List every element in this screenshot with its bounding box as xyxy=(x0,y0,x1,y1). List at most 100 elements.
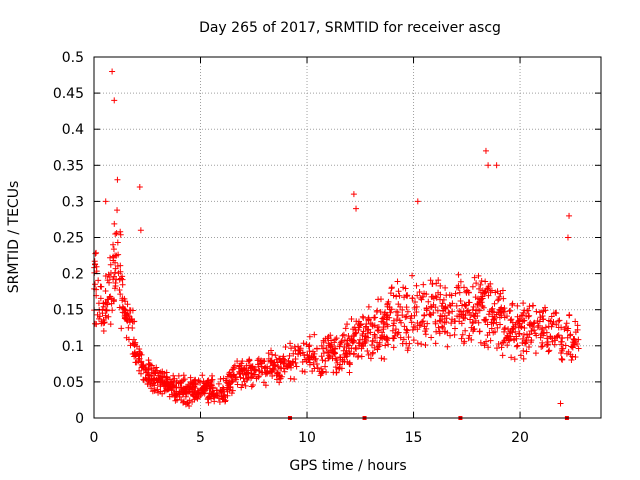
data-point xyxy=(435,324,442,331)
data-point xyxy=(218,388,225,395)
y-tick-label: 0.35 xyxy=(53,158,84,174)
data-point xyxy=(544,335,551,342)
data-point xyxy=(199,372,206,379)
data-point xyxy=(341,351,348,358)
data-point xyxy=(356,322,363,329)
data-point xyxy=(110,241,117,248)
data-point xyxy=(484,321,491,328)
data-point xyxy=(181,398,188,405)
data-point xyxy=(325,352,332,359)
data-point xyxy=(405,334,412,341)
data-point xyxy=(399,312,406,319)
data-point xyxy=(237,371,244,378)
data-point xyxy=(432,318,439,325)
data-point xyxy=(359,332,366,339)
data-point xyxy=(112,283,119,290)
data-point xyxy=(374,307,381,314)
data-point xyxy=(318,353,325,360)
data-point xyxy=(449,308,456,315)
data-point xyxy=(572,318,579,325)
data-point xyxy=(306,356,313,363)
data-point xyxy=(269,372,276,379)
data-point xyxy=(137,349,144,356)
data-point xyxy=(510,325,517,332)
data-point xyxy=(395,288,402,295)
data-point xyxy=(558,324,565,331)
data-point xyxy=(248,370,255,377)
data-point xyxy=(520,300,527,307)
data-point xyxy=(260,358,267,365)
data-point xyxy=(444,343,451,350)
data-point xyxy=(497,321,504,328)
data-point xyxy=(393,293,400,300)
data-point xyxy=(499,287,506,294)
data-point xyxy=(282,343,289,350)
data-point xyxy=(461,284,468,291)
data-point xyxy=(403,293,410,300)
data-point xyxy=(459,331,466,338)
data-point xyxy=(388,284,395,291)
data-point xyxy=(408,319,415,326)
data-point xyxy=(159,376,166,383)
data-point xyxy=(520,331,527,338)
data-point xyxy=(301,368,308,375)
data-point xyxy=(330,369,337,376)
data-point xyxy=(476,328,483,335)
data-point xyxy=(543,329,550,336)
data-point xyxy=(355,326,362,333)
data-point xyxy=(411,312,418,319)
data-point xyxy=(280,361,287,368)
data-point xyxy=(413,303,420,310)
data-point xyxy=(103,307,110,314)
data-point xyxy=(337,361,344,368)
data-point xyxy=(390,344,397,351)
data-point xyxy=(341,337,348,344)
data-point xyxy=(489,313,496,320)
data-point xyxy=(144,369,151,376)
data-point xyxy=(146,376,153,383)
data-point xyxy=(352,330,359,337)
data-point xyxy=(92,281,99,288)
data-point xyxy=(270,361,277,368)
data-point xyxy=(138,370,145,377)
data-point xyxy=(520,355,527,362)
data-point xyxy=(548,313,555,320)
data-point xyxy=(206,390,213,397)
data-point xyxy=(229,387,236,394)
data-point xyxy=(345,332,352,339)
data-point xyxy=(233,376,240,383)
data-point xyxy=(504,342,511,349)
data-point xyxy=(122,307,129,314)
data-point xyxy=(483,338,490,345)
data-point xyxy=(374,327,381,334)
data-point xyxy=(203,381,210,388)
data-point xyxy=(115,251,122,258)
data-point xyxy=(242,382,249,389)
data-point xyxy=(377,296,384,303)
data-point xyxy=(453,302,460,309)
data-point xyxy=(100,327,107,334)
data-point xyxy=(169,382,176,389)
data-point xyxy=(414,198,421,205)
data-point xyxy=(173,384,180,391)
data-point xyxy=(571,336,578,343)
data-point xyxy=(403,326,410,333)
data-point xyxy=(215,380,222,387)
data-point xyxy=(375,327,382,334)
chart-title: Day 265 of 2017, SRMTID for receiver asc… xyxy=(199,20,501,36)
data-point xyxy=(413,309,420,316)
data-point xyxy=(180,399,187,406)
data-point xyxy=(292,347,299,354)
data-point xyxy=(224,388,231,395)
data-point xyxy=(105,271,112,278)
data-point xyxy=(364,348,371,355)
data-point xyxy=(133,343,140,350)
data-point xyxy=(110,296,117,303)
data-point xyxy=(333,335,340,342)
x-tick-label: 15 xyxy=(405,430,423,446)
data-point xyxy=(474,300,481,307)
data-point xyxy=(436,330,443,337)
data-point xyxy=(537,314,544,321)
data-point xyxy=(99,310,106,317)
data-point xyxy=(105,313,112,320)
